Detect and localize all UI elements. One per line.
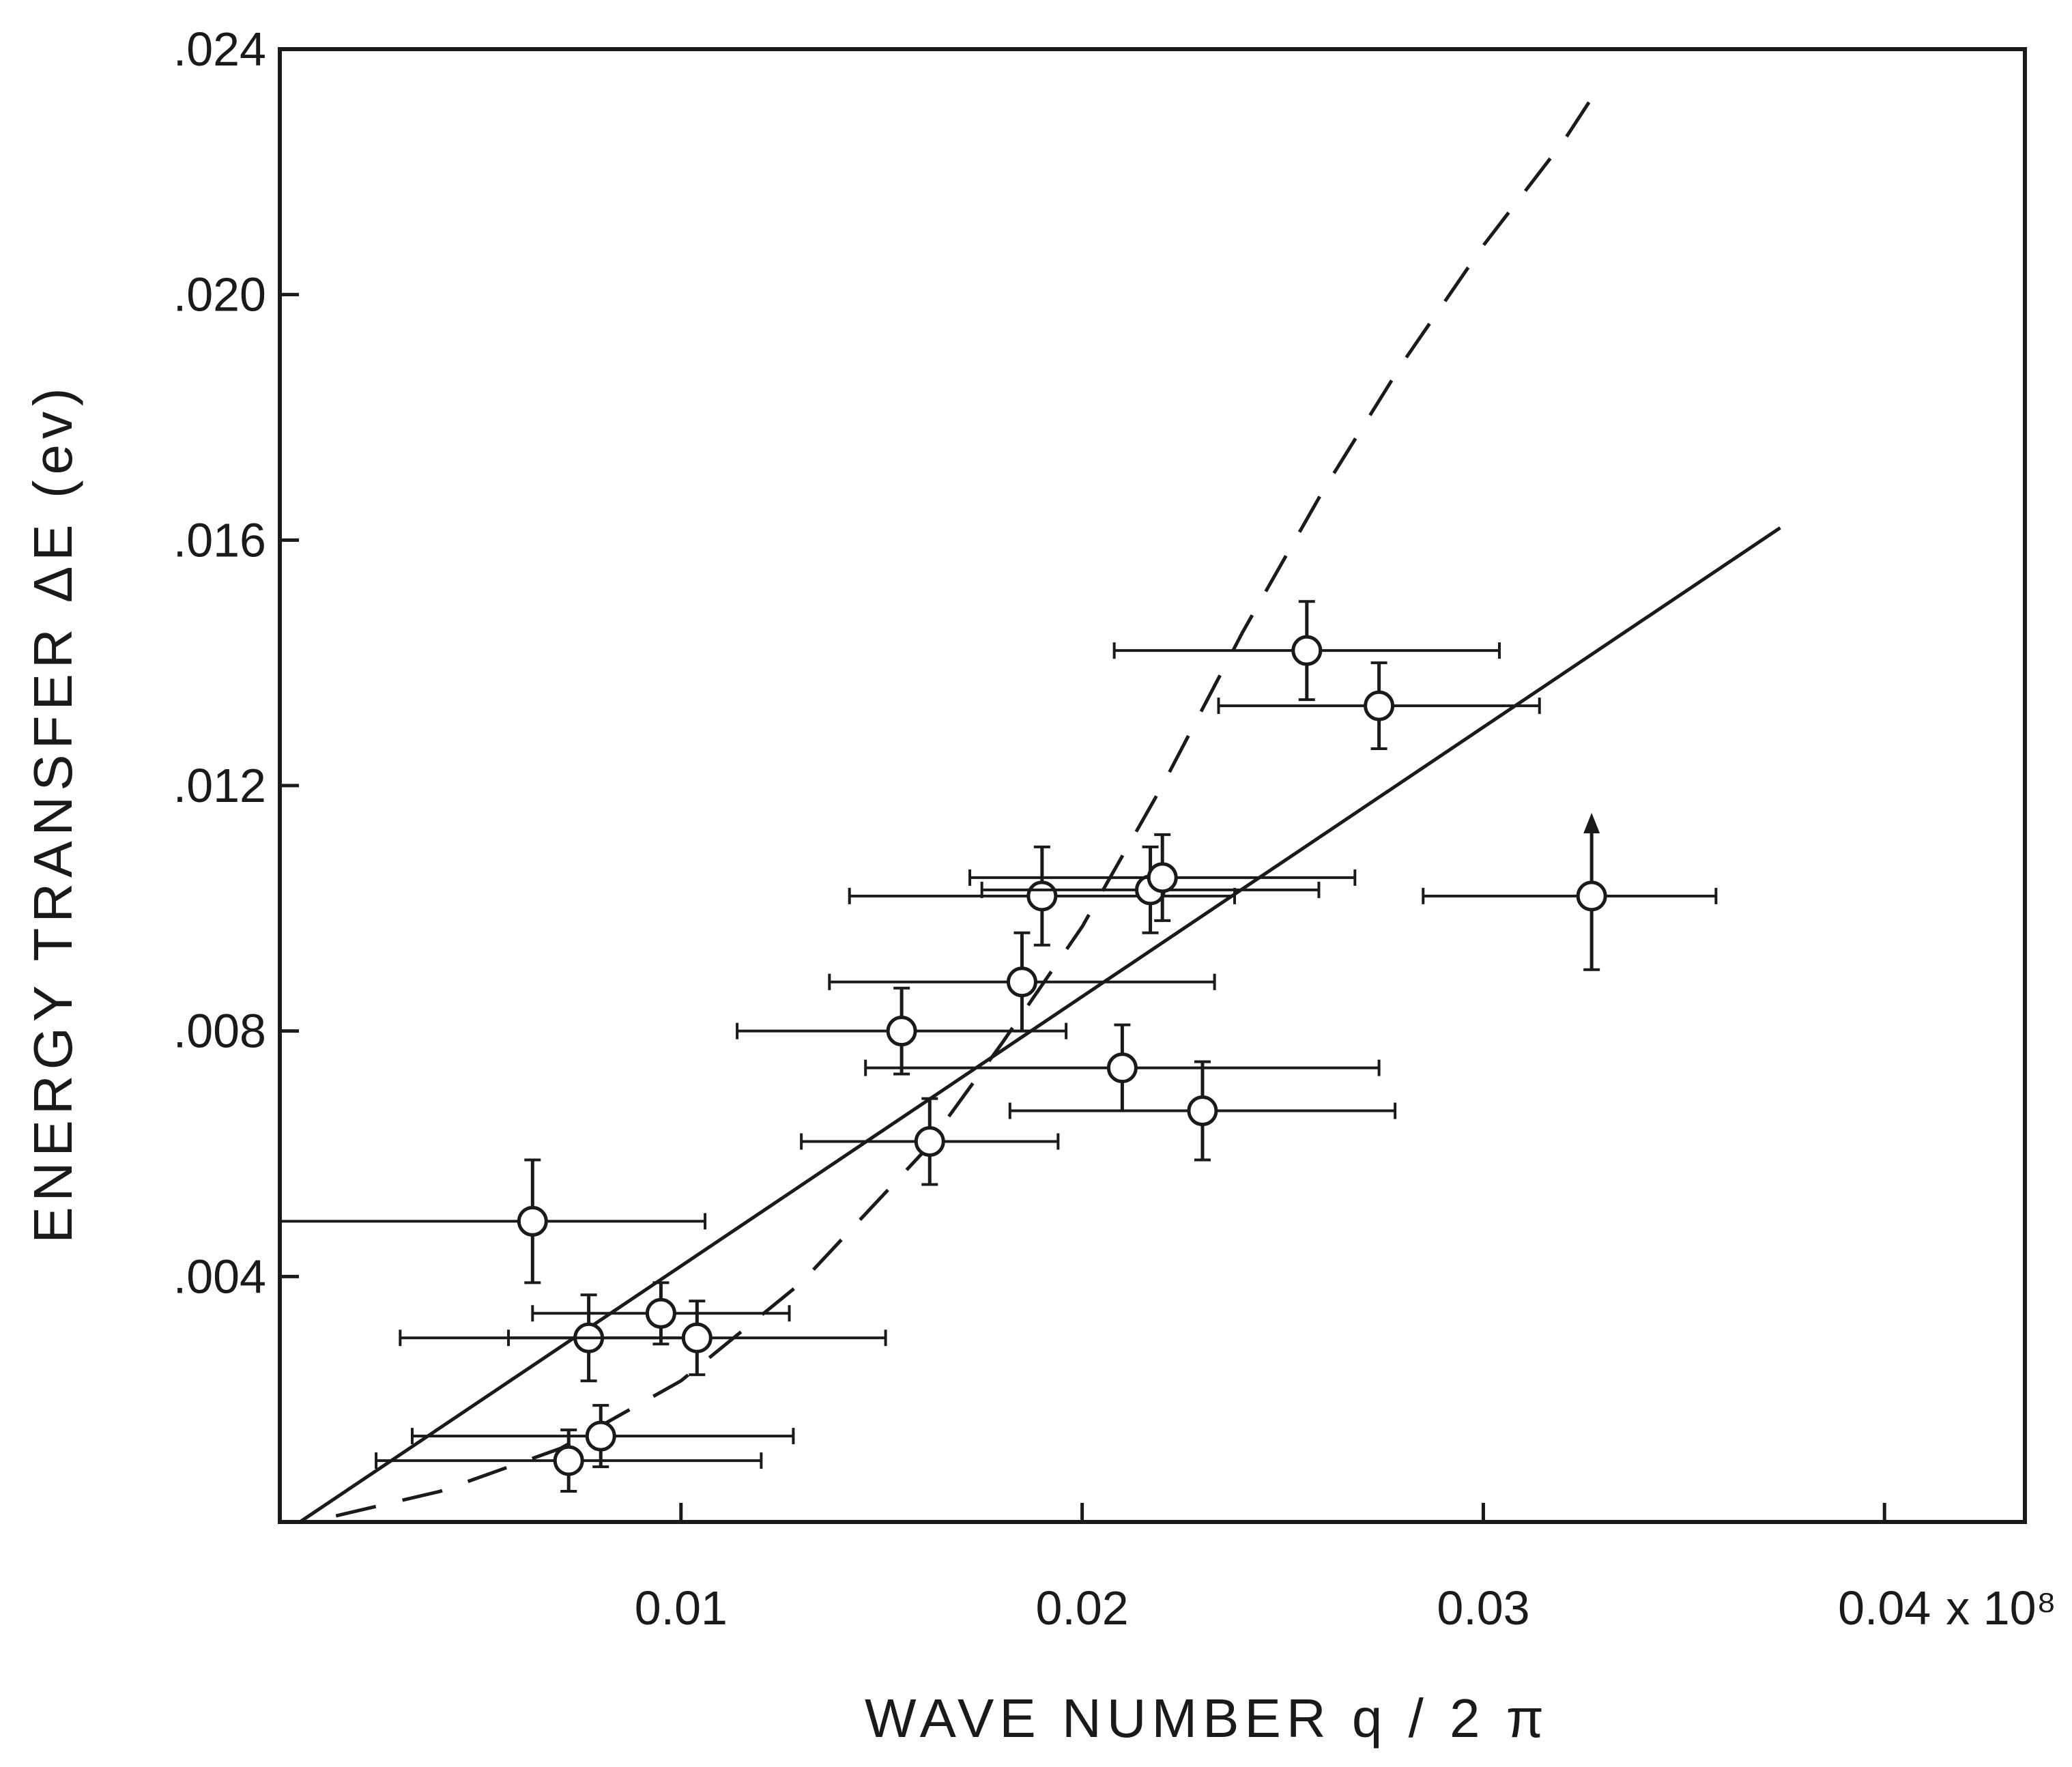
y-axis-title: ENERGY TRANSFER ΔE (ev) bbox=[23, 382, 83, 1243]
data-point bbox=[1291, 635, 1323, 666]
data-point bbox=[914, 1126, 945, 1158]
y-tick-label: .004 bbox=[173, 1250, 266, 1303]
data-point bbox=[1187, 1095, 1218, 1127]
data-point bbox=[585, 1420, 616, 1452]
data-point bbox=[1364, 690, 1395, 721]
y-tick-label: .024 bbox=[173, 23, 266, 76]
y-tick-label: .020 bbox=[173, 268, 266, 321]
x-tick-label: 0.04 bbox=[1838, 1581, 1931, 1635]
data-point bbox=[645, 1297, 676, 1329]
plot-frame bbox=[278, 47, 2027, 1524]
data-point bbox=[517, 1205, 548, 1237]
x-tick-label: 0.03 bbox=[1437, 1581, 1529, 1635]
data-point bbox=[553, 1445, 584, 1476]
solid-fit-line bbox=[298, 526, 1781, 1524]
data-point bbox=[1026, 880, 1058, 912]
y-tick-label: .008 bbox=[173, 1005, 266, 1058]
x-axis-title: WAVE NUMBER q / 2 π bbox=[865, 1688, 1549, 1749]
data-point bbox=[1106, 1052, 1138, 1084]
data-point bbox=[886, 1016, 917, 1047]
tick-layer: 0.01 0.02 0.03 0.04 .004 .008 .012 .016 .020 .024 bbox=[173, 23, 1931, 1635]
data-point bbox=[681, 1322, 713, 1353]
series-layer bbox=[278, 97, 1781, 1524]
dashed-curve bbox=[335, 97, 1594, 1518]
y-tick-label: .012 bbox=[173, 759, 266, 812]
lower-limit-arrowhead bbox=[1583, 812, 1600, 833]
data-point bbox=[1147, 862, 1178, 893]
x-tick-label: 0.01 bbox=[635, 1581, 728, 1635]
data-point bbox=[1006, 966, 1037, 998]
data-point bbox=[1576, 880, 1607, 912]
x-multiplier-label: x 10⁸ bbox=[1946, 1581, 2056, 1635]
y-tick-label: .016 bbox=[173, 513, 266, 566]
x-tick-label: 0.02 bbox=[1036, 1581, 1129, 1635]
